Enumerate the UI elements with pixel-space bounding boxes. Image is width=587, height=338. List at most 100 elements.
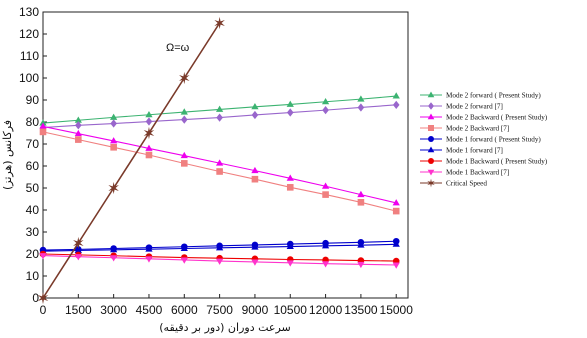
legend-label: Mode 2 Backward ( Present Study) — [446, 114, 548, 122]
data-point — [110, 137, 118, 144]
legend-marker — [428, 102, 434, 110]
data-point — [251, 259, 259, 266]
data-point — [321, 242, 330, 249]
data-point — [180, 115, 188, 124]
legend-marker — [428, 125, 434, 131]
data-point — [251, 175, 259, 183]
data-point — [392, 100, 400, 109]
data-point — [73, 236, 84, 250]
data-point — [216, 168, 223, 175]
data-point — [180, 160, 188, 167]
data-point — [180, 108, 188, 115]
data-point — [357, 95, 365, 102]
data-point — [145, 151, 153, 159]
data-point — [110, 119, 117, 128]
data-point — [392, 199, 400, 206]
x-tick-label: 9000 — [242, 303, 269, 317]
legend-marker — [427, 113, 435, 120]
legend-marker — [427, 91, 435, 98]
data-point — [145, 245, 153, 252]
data-point — [322, 191, 329, 198]
data-point — [74, 246, 82, 253]
data-point — [75, 121, 82, 130]
data-point — [321, 261, 330, 268]
data-point — [357, 241, 365, 248]
data-point — [110, 255, 118, 262]
series-group — [39, 253, 400, 269]
data-point — [286, 242, 294, 249]
legend-label: Mode 1 Backward ( Present Study) — [446, 158, 548, 166]
data-point — [75, 136, 82, 143]
data-point — [286, 174, 294, 181]
data-point — [357, 199, 365, 206]
data-point — [145, 110, 153, 118]
data-point — [110, 113, 118, 120]
data-point — [180, 257, 188, 264]
data-point — [145, 117, 153, 126]
data-point — [286, 184, 294, 191]
data-point — [392, 240, 400, 247]
data-point — [286, 260, 294, 267]
x-tick-label: 4500 — [136, 303, 163, 317]
y-tick-label: 30 — [26, 225, 40, 239]
data-point — [322, 105, 329, 115]
data-point — [321, 97, 330, 105]
y-tick-label: 40 — [26, 203, 40, 217]
x-tick-label: 3000 — [100, 303, 127, 317]
data-point — [357, 190, 365, 198]
ticks-layer: 0 1500 3000 4500 6000 7500 9000 10500 12000 13500… — [19, 5, 413, 317]
data-point — [39, 119, 47, 126]
data-point — [180, 244, 188, 251]
x-tick-label: 12000 — [309, 303, 343, 317]
legend-label: Mode 2 Backward [7] — [446, 125, 509, 133]
data-point — [392, 92, 400, 99]
legend-label: Critical Speed — [446, 180, 487, 188]
data-point — [74, 129, 82, 137]
data-point — [251, 166, 259, 174]
data-point — [215, 244, 224, 251]
y-tick-label: 100 — [19, 71, 39, 85]
y-tick-label: 130 — [19, 5, 39, 19]
legend-marker — [428, 158, 434, 164]
data-point — [110, 144, 117, 151]
x-tick-label: 15000 — [380, 303, 414, 317]
data-point — [39, 122, 47, 129]
legend-label: Mode 1 forward [7] — [446, 147, 503, 155]
data-point — [286, 100, 294, 107]
series-group — [39, 128, 400, 215]
data-point — [74, 116, 82, 123]
y-tick-label: 110 — [20, 49, 39, 63]
data-point — [215, 258, 224, 265]
data-point — [39, 253, 47, 260]
x-tick-label: 0 — [40, 303, 47, 317]
data-point — [216, 113, 223, 122]
data-point — [37, 291, 49, 305]
x-axis-title: سرعت دوران (دور بر دقیقه) — [159, 321, 290, 334]
x-tick-label: 13500 — [344, 303, 378, 317]
y-tick-label: 50 — [26, 181, 40, 195]
y-tick-label: 80 — [26, 115, 40, 129]
series-group — [39, 92, 400, 126]
data-point — [179, 71, 190, 85]
data-point — [251, 103, 259, 110]
legend-marker — [428, 136, 434, 142]
legend-label: Mode 1 forward ( Present Study) — [446, 136, 541, 144]
legend-marker — [427, 169, 435, 176]
legend-label: Mode 2 forward [7] — [446, 103, 503, 111]
series-group — [39, 100, 400, 132]
critical-speed-annotation: Ω=ω — [166, 42, 190, 54]
y-tick-label: 0 — [32, 291, 39, 305]
y-tick-label: 60 — [26, 159, 40, 173]
data-point — [251, 110, 259, 120]
data-point — [143, 126, 155, 140]
y-tick-label: 90 — [26, 93, 40, 107]
y-axis-title: فرکانس (هرتز) — [1, 120, 14, 190]
legend-marker — [427, 146, 435, 153]
data-point — [39, 128, 47, 136]
data-point — [251, 243, 259, 250]
x-tick-label: 10500 — [274, 303, 308, 317]
y-tick-label: 70 — [26, 137, 40, 151]
legend-label: Mode 1 Backward [7] — [446, 169, 509, 177]
y-tick-label: 120 — [19, 27, 39, 41]
